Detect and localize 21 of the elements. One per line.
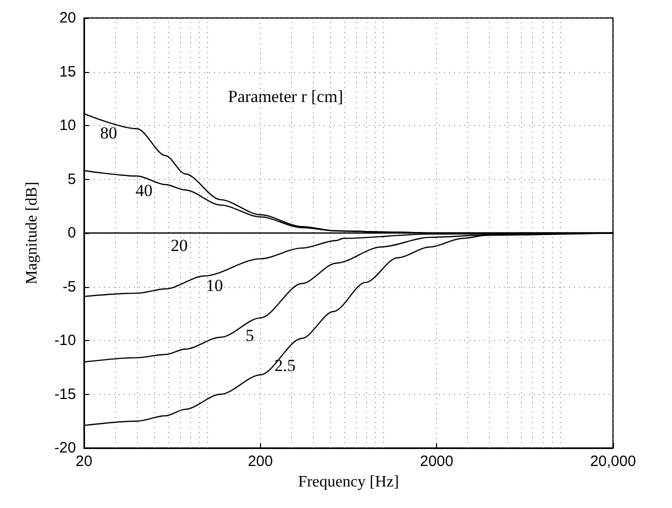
y-tick-label: -10 [54,332,76,349]
x-tick-label: 2000 [420,453,454,470]
y-tick-label: 10 [59,117,76,134]
series-label: 10 [206,276,223,295]
y-tick-label: 0 [68,224,76,242]
y-tick-label: -20 [54,440,76,456]
series-label: 5 [246,326,254,346]
y-tick-label: -15 [54,386,76,403]
y-tick-label: 5 [68,170,76,188]
x-tick-label: 200 [248,453,273,470]
legend-label: 80 [100,124,118,143]
y-tick-label: 15 [59,63,76,80]
y-tick-label: -5 [62,278,76,296]
y-axis-title: Magnitude [dB] [24,182,40,284]
series-label: 40 [135,181,152,200]
series-label: 2.5 [274,356,296,376]
x-axis-title: Frequency [Hz] [298,474,399,490]
y-tick-label: 20 [59,10,76,26]
annotation: Parameter r [cm] [228,87,344,106]
series-label: 20 [170,236,188,255]
x-tick-label: 20,000 [590,453,636,470]
